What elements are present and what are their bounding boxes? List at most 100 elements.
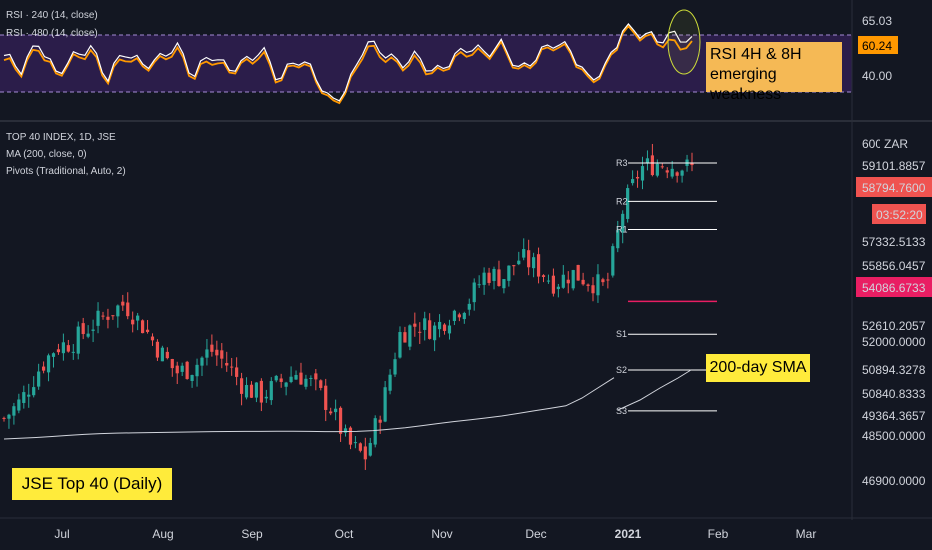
candle-body — [205, 349, 209, 358]
candle-body — [71, 351, 75, 353]
main-legend-ma: MA (200, close, 0) — [6, 149, 87, 160]
candle-body — [126, 302, 130, 317]
pivot-label-r1: R1 — [616, 224, 628, 234]
title-callout: JSE Top 40 (Daily) — [12, 468, 172, 500]
rsi-price-axis: 65.03 60.24 40.00 — [858, 14, 898, 83]
candle-body — [279, 378, 283, 382]
candle-body — [121, 301, 125, 306]
rsi-240-line — [3, 22, 693, 102]
ma-200-line — [3, 377, 615, 440]
last-price-badge — [856, 177, 932, 197]
pivot-label-s1: S1 — [616, 329, 627, 339]
axis-label-s3: 49364.3657 — [862, 409, 926, 423]
candle-body — [338, 407, 343, 434]
candle-body — [180, 365, 184, 372]
candle-body — [324, 385, 328, 410]
main-legend-symbol: TOP 40 INDEX, 1D, JSE — [6, 132, 116, 143]
candle-body — [2, 417, 6, 419]
candle-body — [626, 188, 630, 219]
candle-body — [170, 358, 174, 369]
candle-body — [433, 325, 437, 341]
axis-label-r3: 59101.8857 — [862, 159, 926, 173]
candle-body — [22, 392, 26, 403]
candle-body — [631, 179, 635, 184]
candle-body — [86, 333, 90, 337]
candle-body — [348, 427, 353, 445]
candle-body — [378, 419, 382, 423]
candle-body — [190, 374, 194, 381]
candle-body — [131, 319, 135, 325]
candle-body — [235, 367, 239, 377]
pivot-label-s3: S3 — [616, 406, 627, 416]
candle-body — [27, 394, 31, 397]
candle-body — [150, 336, 155, 341]
candle-body — [195, 364, 199, 377]
candle-body — [165, 351, 169, 359]
candle-body — [546, 280, 551, 282]
countdown-badge — [872, 204, 926, 224]
candle-body — [527, 250, 531, 268]
candle-body — [502, 279, 506, 289]
rsi-480-line — [3, 24, 693, 105]
candle-body — [611, 246, 615, 276]
candle-body — [363, 446, 367, 460]
candle-body — [566, 279, 570, 284]
candle-body — [309, 377, 313, 379]
sma-callout: 200-day SMA — [706, 354, 810, 382]
candle-body — [239, 378, 244, 394]
candle-body — [408, 325, 412, 347]
candle-body — [680, 170, 684, 176]
candle-body — [596, 274, 600, 296]
candle-body — [358, 443, 362, 451]
axis-label-r1: 57332.5133 — [862, 235, 926, 249]
title-callout-text: JSE Top 40 (Daily) — [21, 474, 163, 493]
candle-body — [497, 269, 501, 286]
candle-body — [606, 279, 610, 281]
pivot-price-badge — [856, 277, 932, 297]
axis-label-600: 600 — [862, 137, 882, 151]
candles-group — [2, 143, 694, 470]
candle-body — [200, 357, 204, 366]
candle-body — [294, 374, 298, 380]
countdown-text: 03:52:20 — [876, 208, 923, 222]
candle-body — [561, 274, 565, 288]
sma-leader-line — [617, 369, 692, 411]
candle-body — [51, 353, 56, 357]
candle-body — [581, 279, 585, 285]
pivot-price-text: 54086.6733 — [862, 281, 926, 295]
candle-body — [670, 168, 674, 177]
candle-body — [329, 411, 333, 414]
candle-body — [111, 315, 115, 317]
candle-body — [388, 374, 392, 391]
rsi-axis-label-1: 65.03 — [862, 14, 892, 28]
candle-body — [56, 349, 61, 353]
candle-body — [230, 366, 234, 368]
candle-body — [645, 158, 650, 164]
candle-body — [447, 325, 452, 334]
candle-body — [220, 350, 224, 359]
candle-body — [274, 375, 278, 381]
candle-body — [517, 260, 521, 265]
candle-body — [403, 332, 407, 343]
time-label-oct: Oct — [335, 527, 354, 541]
candle-body — [655, 163, 659, 176]
candle-body — [91, 329, 95, 331]
time-label-mar: Mar — [796, 527, 817, 541]
candle-body — [319, 380, 323, 388]
candle-body — [413, 323, 417, 327]
candle-body — [289, 376, 293, 383]
candle-body — [175, 365, 179, 374]
candle-body — [96, 310, 100, 326]
candle-body — [116, 305, 120, 317]
candle-body — [665, 170, 669, 173]
candle-body — [675, 172, 679, 176]
candle-body — [532, 257, 536, 269]
candle-body — [215, 349, 219, 356]
candle-body — [591, 285, 595, 294]
main-legend-pivots: Pivots (Traditional, Auto, 2) — [6, 166, 126, 177]
axis-label-s2: 50894.3278 — [862, 363, 926, 377]
candle-body — [472, 282, 476, 303]
sma-callout-text: 200-day SMA — [709, 359, 807, 376]
candle-body — [541, 275, 546, 277]
main-pane[interactable]: R3 R2 R1 S1 S2 S3 TOP 40 INDEX, 1D, JSE MA (2… — [2, 132, 717, 470]
